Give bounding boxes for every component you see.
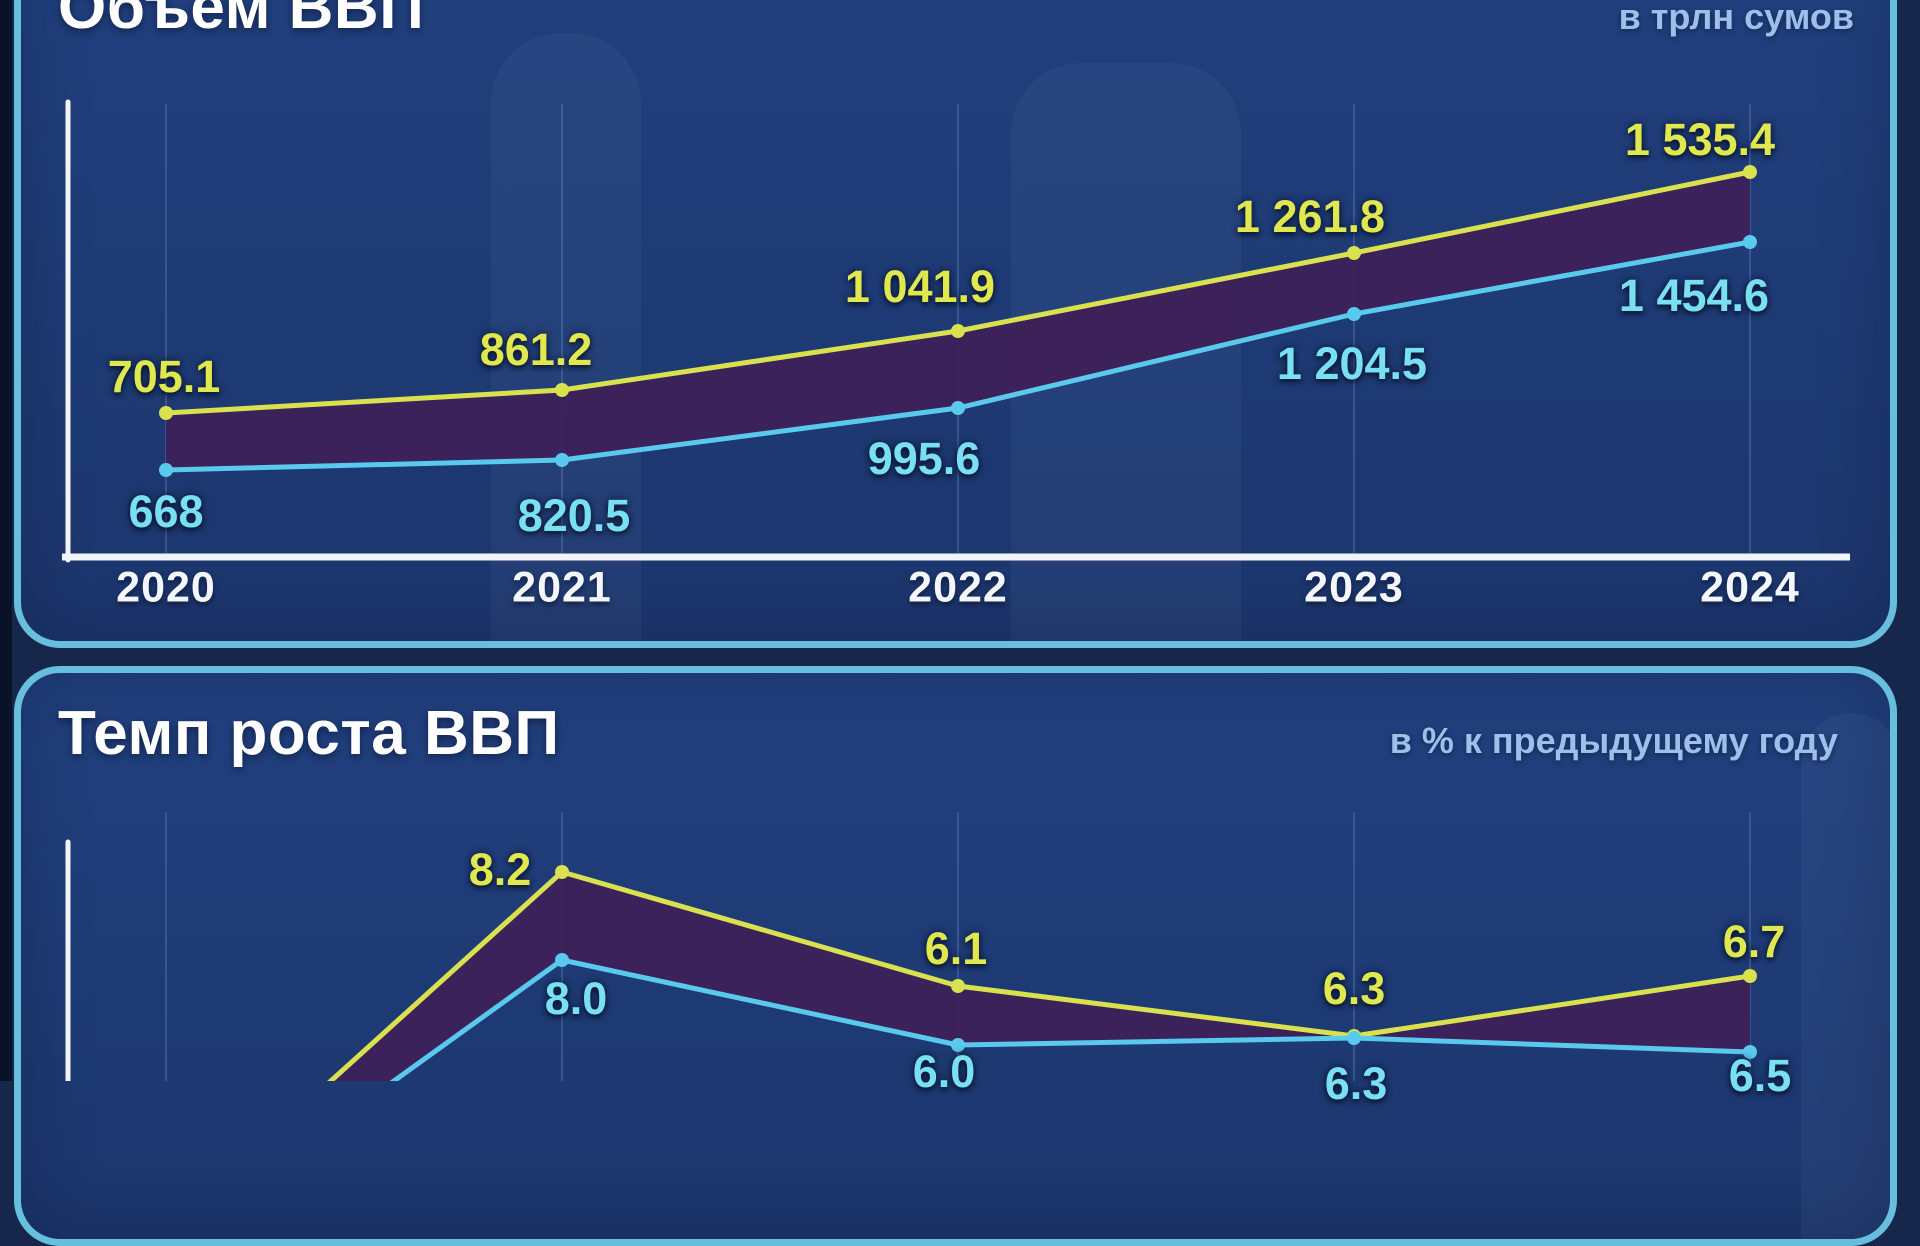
gdp-growth-title: Темп роста ВВП [58,699,560,768]
mosque-watermark [1801,713,1890,1239]
gdp-growth-units: в % к предыдущему году [1389,720,1838,761]
gdp-volume-card [14,0,1897,648]
mosque-watermark [1011,63,1241,641]
left-edge-shadow [0,0,12,1081]
gdp-volume-units: в трлн сумов [1618,0,1854,37]
mosque-watermark [491,33,641,641]
gdp-volume-title: Объем ВВП [58,0,425,42]
